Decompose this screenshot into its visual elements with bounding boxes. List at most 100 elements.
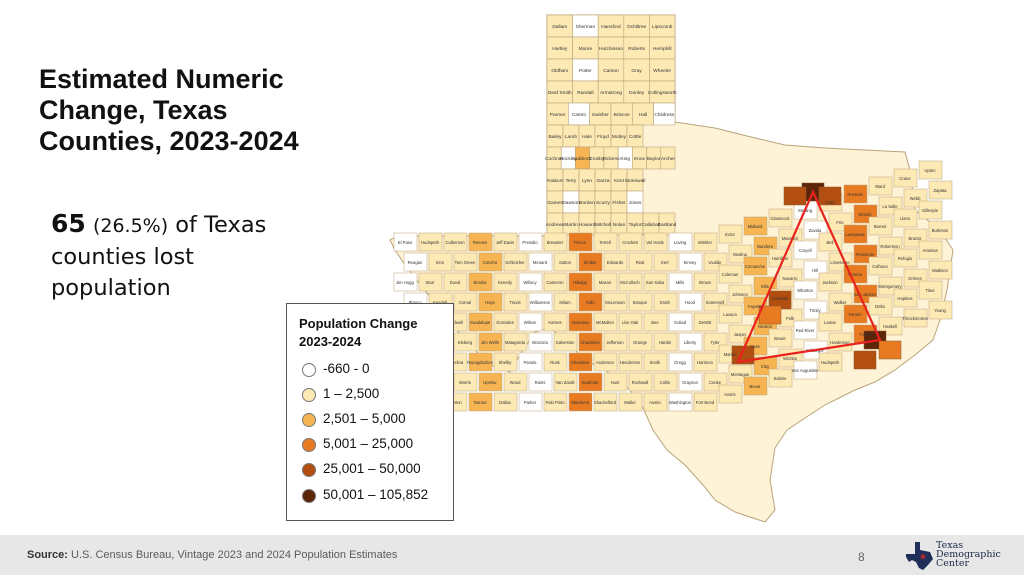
county-label: Matagorda (505, 340, 526, 345)
county-label: Erath (660, 300, 671, 305)
county-shape (453, 252, 478, 272)
county-label: Hall (639, 112, 647, 118)
county-label: Yoakum (546, 178, 563, 184)
county-label: Dawson (562, 200, 580, 206)
county-label: Fort Bend (696, 400, 715, 405)
county-label: Gaines (547, 200, 563, 206)
county-shape (528, 252, 553, 272)
county-label: Crane (899, 176, 911, 181)
county-label: Hidalgo (573, 280, 588, 285)
county-label: San Jacinto (854, 292, 877, 297)
county-label: Edwards (607, 260, 623, 265)
county-label: Dickens (602, 156, 620, 162)
county-label: Newton (758, 324, 773, 329)
county-label: Navarro (783, 276, 799, 281)
county-label: Mitchell (595, 222, 611, 228)
county-label: Randall (577, 90, 593, 96)
legend-label: -660 - 0 (323, 361, 370, 376)
county-label: Jim Wells (481, 340, 499, 345)
county-shape (468, 232, 493, 252)
county-label: Hutchinson (599, 46, 623, 52)
county-label: Llano (900, 216, 911, 221)
county-shape (878, 316, 903, 336)
county-label: Cooke (709, 380, 722, 385)
county-shape (893, 168, 918, 188)
legend-label: 2,501 – 5,000 (323, 411, 406, 426)
county-shape (603, 372, 628, 392)
county-shape (918, 240, 943, 260)
county-shape (553, 252, 578, 272)
county-label: Lamb (565, 134, 577, 140)
county-label: Delta (875, 304, 885, 309)
county-label: Comanche (745, 264, 766, 269)
county-shape (418, 272, 443, 292)
county-label: Mills (676, 280, 684, 285)
county-label: Martin (564, 222, 578, 228)
legend-label: 25,001 – 50,000 (323, 461, 421, 476)
county-shape (893, 248, 918, 268)
county-label: Crockett (622, 240, 638, 245)
county-shape (668, 312, 693, 332)
county-label: Montgomery (878, 284, 902, 289)
county-label: Lipscomb (652, 24, 673, 30)
county-label: Denton (448, 400, 462, 405)
legend-swatch-5 (302, 463, 316, 477)
county-label: Callahan (642, 222, 661, 228)
county-shape (428, 252, 453, 272)
county-shape (643, 272, 668, 292)
county-label: Culberson (445, 240, 465, 245)
county-shape (660, 146, 676, 170)
county-label: Dallas (499, 400, 511, 405)
county-shape (603, 252, 628, 272)
county-label: Bowie (774, 336, 786, 341)
logo-text: Texas Demographic Center (936, 541, 1006, 569)
county-shape (918, 200, 943, 220)
county-label: Donley (629, 90, 645, 96)
county-label: Jeff Davis (496, 240, 514, 245)
county-label: Panola (523, 360, 537, 365)
county-label: Brewster (547, 240, 564, 245)
county-shape (503, 252, 528, 272)
county-label: Hill (812, 268, 818, 273)
county-label: San Augustine (791, 368, 819, 373)
county-shape (918, 280, 943, 300)
county-label: Midland (748, 224, 763, 229)
page-number: 8 (858, 550, 865, 564)
county-label: Wheeler (653, 68, 671, 74)
county-shape (693, 232, 718, 252)
county-shape (503, 292, 528, 312)
county-label: Madison (932, 268, 948, 273)
county-label: Tarrant (473, 400, 487, 405)
county-shape (578, 372, 603, 392)
county-shape (693, 392, 718, 412)
county-shape (653, 372, 678, 392)
county-label: Marion (724, 352, 737, 357)
county-label: Hardin (659, 340, 672, 345)
county-shape (553, 372, 578, 392)
county-label: Gray (631, 68, 642, 74)
county-shape (718, 384, 743, 404)
county-shape (618, 312, 643, 332)
source-note: Source: U.S. Census Bureau, Vintage 2023… (27, 549, 397, 561)
county-shape (543, 272, 568, 292)
county-label: Austin (649, 400, 661, 405)
county-label: Clay (761, 364, 770, 369)
county-label: Swisher (592, 112, 609, 118)
slide-title: Estimated Numeric Change, Texas Counties… (39, 64, 299, 156)
county-label: Rockwall (632, 380, 649, 385)
county-label: Archer (661, 156, 676, 162)
county-shape (568, 232, 593, 252)
county-label: Hamilton (772, 256, 789, 261)
county-shape (478, 332, 503, 352)
county-label: Cottle (629, 134, 642, 140)
county-shape (693, 272, 718, 292)
county-label: Caldwell (447, 320, 463, 325)
texas-triangle (736, 189, 882, 364)
county-grid (393, 14, 953, 412)
county-shape (678, 332, 703, 352)
county-shape (743, 376, 768, 396)
county-shape (668, 232, 693, 252)
legend-item: 5,001 – 25,000 (287, 435, 453, 455)
county-shape (928, 300, 953, 320)
county-label: Henderson (620, 360, 641, 365)
